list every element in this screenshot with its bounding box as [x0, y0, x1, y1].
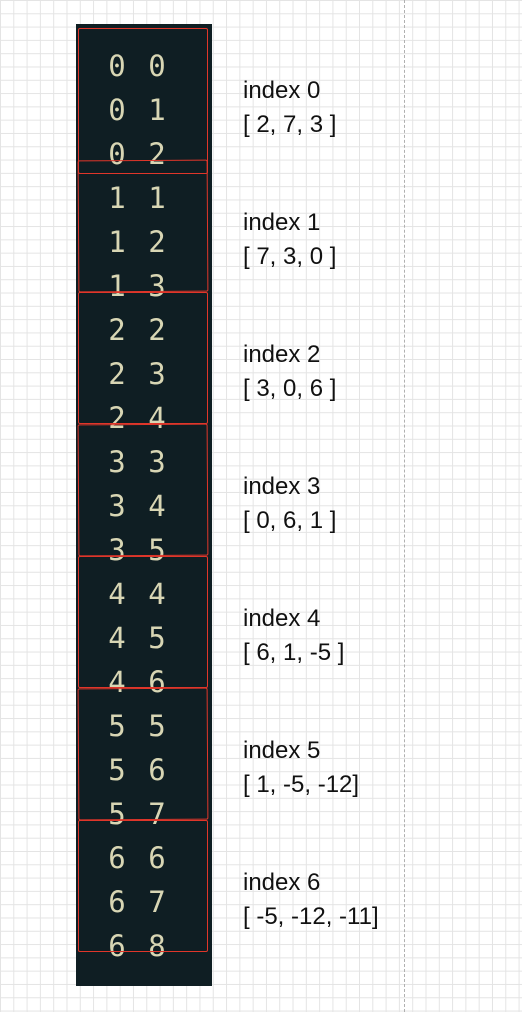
group-highlight-box: [78, 556, 208, 688]
row-index-cell: 5: [108, 709, 126, 743]
group-highlight-box: [77, 687, 209, 821]
index-label: index 4: [243, 605, 321, 632]
row-value-cell: 6: [148, 841, 166, 875]
row-index-cell: 3: [108, 533, 126, 567]
index-label-block: index 5 [ 1, -5, -12]: [243, 734, 418, 802]
row-value-cell: 2: [148, 137, 166, 171]
row-index-cell: 0: [108, 49, 126, 83]
row-index-cell: 2: [108, 357, 126, 391]
row-value-cell: 2: [148, 313, 166, 347]
row-index-cell: 6: [108, 929, 126, 963]
row-index-cell: 6: [108, 885, 126, 919]
row-index-cell: 4: [108, 665, 126, 699]
row-value-cell: 6: [148, 753, 166, 787]
row-index-cell: 2: [108, 401, 126, 435]
row-value-cell: 5: [148, 709, 166, 743]
values-label: [ 1, -5, -12]: [243, 771, 360, 798]
values-label: [ -5, -12, -11]: [243, 903, 379, 930]
row-index-cell: 3: [108, 445, 126, 479]
row-value-cell: 3: [148, 357, 166, 391]
row-value-cell: 1: [148, 93, 166, 127]
index-label-block: index 3 [ 0, 6, 1 ]: [243, 470, 418, 538]
row-value-cell: 7: [148, 885, 166, 919]
row-index-cell: 4: [108, 577, 126, 611]
row-index-cell: 5: [108, 753, 126, 787]
row-value-cell: 1: [148, 181, 166, 215]
row-index-cell: 1: [108, 269, 126, 303]
row-value-cell: 4: [148, 577, 166, 611]
row-value-cell: 0: [148, 49, 166, 83]
group-highlight-box: [77, 423, 209, 557]
index-label: index 6: [243, 869, 321, 896]
group-highlight-box: [77, 159, 209, 293]
row-value-cell: 2: [148, 225, 166, 259]
index-label: index 5: [243, 737, 321, 764]
row-index-cell: 0: [108, 137, 126, 171]
values-label: [ 0, 6, 1 ]: [243, 507, 337, 534]
values-label: [ 2, 7, 3 ]: [243, 111, 337, 138]
row-index-cell: 2: [108, 313, 126, 347]
row-value-cell: 3: [148, 269, 166, 303]
row-value-cell: 5: [148, 621, 166, 655]
index-label-block: index 6 [ -5, -12, -11]: [243, 866, 418, 934]
row-value-cell: 3: [148, 445, 166, 479]
index-label-block: index 4 [ 6, 1, -5 ]: [243, 602, 418, 670]
index-label: index 0: [243, 77, 321, 104]
values-label: [ 3, 0, 6 ]: [243, 375, 337, 402]
dashed-guide-line: [404, 0, 405, 1012]
row-value-cell: 6: [148, 665, 166, 699]
values-label: [ 7, 3, 0 ]: [243, 243, 337, 270]
index-label-block: index 2 [ 3, 0, 6 ]: [243, 338, 418, 406]
row-value-cell: 4: [148, 401, 166, 435]
row-index-cell: 3: [108, 489, 126, 523]
group-highlight-box: [78, 292, 208, 424]
row-value-cell: 5: [148, 533, 166, 567]
row-value-cell: 7: [148, 797, 166, 831]
group-highlight-box: [78, 820, 208, 952]
index-label: index 2: [243, 341, 321, 368]
row-index-cell: 4: [108, 621, 126, 655]
index-label-block: index 0 [ 2, 7, 3 ]: [243, 74, 418, 142]
row-index-cell: 1: [108, 181, 126, 215]
values-label: [ 6, 1, -5 ]: [243, 639, 345, 666]
row-index-cell: 1: [108, 225, 126, 259]
row-value-cell: 8: [148, 929, 166, 963]
index-label: index 3: [243, 473, 321, 500]
row-index-cell: 5: [108, 797, 126, 831]
index-label: index 1: [243, 209, 321, 236]
index-label-block: index 1 [ 7, 3, 0 ]: [243, 206, 418, 274]
group-highlight-box: [78, 28, 208, 174]
row-index-cell: 0: [108, 93, 126, 127]
row-index-cell: 6: [108, 841, 126, 875]
row-value-cell: 4: [148, 489, 166, 523]
